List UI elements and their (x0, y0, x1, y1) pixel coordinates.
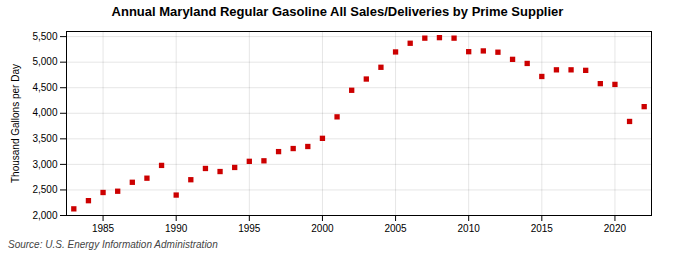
svg-text:1985: 1985 (92, 223, 115, 234)
svg-text:4,000: 4,000 (32, 107, 57, 118)
svg-text:Thousand Gallons per Day: Thousand Gallons per Day (10, 64, 21, 183)
svg-text:5,000: 5,000 (32, 56, 57, 67)
svg-text:2020: 2020 (604, 223, 627, 234)
svg-text:3,500: 3,500 (32, 133, 57, 144)
html-text:Annual Maryland Regular Gasoli: Annual Maryland Regular Gasoline All Sal… (111, 4, 564, 19)
svg-text:2005: 2005 (384, 223, 407, 234)
svg-text:5,500: 5,500 (32, 31, 57, 42)
html-text:Source: U.S. Energy Informatio: Source: U.S. Energy Information Administ… (8, 239, 218, 250)
svg-text:2000: 2000 (311, 223, 334, 234)
svg-text:2010: 2010 (458, 223, 481, 234)
svg-text:1995: 1995 (238, 223, 261, 234)
svg-text:4,500: 4,500 (32, 82, 57, 93)
svg-text:2015: 2015 (531, 223, 554, 234)
svg-text:2,500: 2,500 (32, 184, 57, 195)
svg-text:2,000: 2,000 (32, 210, 57, 221)
svg-text:3,000: 3,000 (32, 159, 57, 170)
svg-text:1990: 1990 (165, 223, 188, 234)
